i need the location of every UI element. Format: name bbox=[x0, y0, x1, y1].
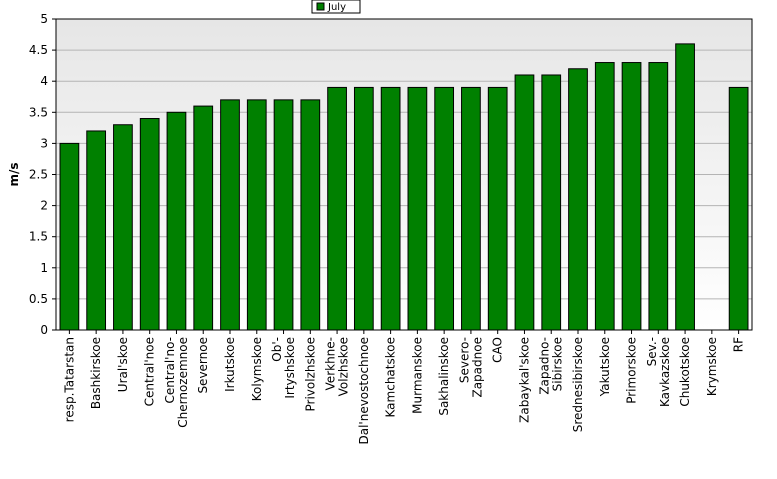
x-tick-label: Krymskoe bbox=[705, 337, 719, 396]
x-tick-label: Dal'nevostochnoe bbox=[357, 337, 371, 445]
x-tick-label: RF bbox=[732, 337, 746, 352]
x-tick-label: Yakutskoe bbox=[598, 337, 612, 397]
y-axis-label: m/s bbox=[7, 162, 21, 186]
x-tick-label: Murmanskoe bbox=[410, 337, 424, 414]
bar bbox=[434, 86, 455, 331]
x-tick-label: Zabaykal'skoe bbox=[517, 337, 531, 423]
x-tick-label: resp.Tatarstan bbox=[62, 337, 76, 422]
bar bbox=[487, 86, 508, 331]
y-tick-labels: 0 0.5 1 1.5 2 2.5 3 3.5 4 4.5 5 bbox=[29, 12, 56, 337]
x-tick-label: Chernozemnoe bbox=[176, 337, 190, 428]
x-tick-label: Privolzhskoe bbox=[303, 337, 317, 411]
bar bbox=[300, 99, 321, 331]
x-tick-label: Kamchatskoe bbox=[384, 337, 398, 417]
bar bbox=[541, 74, 562, 331]
bar bbox=[113, 124, 133, 331]
bar bbox=[86, 130, 107, 331]
x-tick-label: Irtyshskoe bbox=[283, 337, 297, 399]
y-tick-label: 1.5 bbox=[29, 230, 48, 244]
bar bbox=[621, 62, 642, 331]
x-tick-label: Verkhne- bbox=[324, 337, 338, 390]
bars bbox=[59, 43, 749, 331]
y-tick-label: 5 bbox=[40, 12, 48, 26]
x-tick-label: Kolymskoe bbox=[250, 337, 264, 401]
bar bbox=[59, 142, 80, 331]
x-tick-label: Severnoe bbox=[196, 337, 210, 394]
bar bbox=[461, 86, 481, 331]
x-tick-label: Chukotskoe bbox=[678, 337, 692, 407]
x-tick-label: Volzhskoe bbox=[337, 337, 351, 396]
bar bbox=[193, 105, 214, 331]
x-tick-label: Zapadno- bbox=[538, 337, 552, 395]
legend-label: July bbox=[327, 2, 346, 13]
bar bbox=[380, 86, 401, 331]
x-tick-label: Srednesibirskoe bbox=[571, 337, 585, 432]
x-tick-label: Sev.- bbox=[645, 337, 659, 366]
x-tick-label: Zapadnoe bbox=[470, 337, 484, 398]
y-tick-label: 1 bbox=[40, 261, 48, 275]
bar bbox=[166, 111, 187, 331]
bar bbox=[407, 86, 428, 331]
x-tick-label: CAO bbox=[491, 337, 505, 363]
y-tick-label: 2 bbox=[40, 199, 48, 213]
bar bbox=[220, 99, 240, 331]
bar bbox=[568, 68, 588, 331]
x-tick-label: Bashkirskoe bbox=[89, 337, 103, 409]
legend: July bbox=[311, 0, 361, 14]
y-tick-label: 3 bbox=[40, 136, 48, 150]
bar bbox=[675, 43, 695, 331]
bar bbox=[353, 86, 374, 331]
x-tick-label: Irkutskoe bbox=[223, 337, 237, 392]
y-tick-label: 3.5 bbox=[29, 105, 48, 119]
bar bbox=[273, 99, 294, 331]
bar bbox=[594, 62, 615, 331]
bar bbox=[327, 86, 347, 331]
y-tick-label: 0.5 bbox=[29, 292, 48, 306]
y-tick-label: 4 bbox=[40, 74, 48, 88]
x-tick-label: Kavkazskoe bbox=[658, 337, 672, 407]
y-tick-label: 2.5 bbox=[29, 168, 48, 182]
bar bbox=[139, 118, 160, 331]
x-tick-label: Severo- bbox=[457, 337, 471, 383]
x-tick-label: Primorskoe bbox=[625, 337, 639, 404]
x-tick-label: Sakhalinskoe bbox=[437, 337, 451, 416]
bar bbox=[246, 99, 267, 331]
x-tick-label: Central'noe bbox=[143, 337, 157, 406]
bar bbox=[728, 86, 749, 331]
bar bbox=[514, 74, 535, 331]
y-tick-label: 4.5 bbox=[29, 43, 48, 57]
legend-swatch bbox=[316, 2, 325, 11]
y-tick-label: 0 bbox=[40, 323, 48, 337]
x-tick-label: Ob'- bbox=[270, 337, 284, 362]
x-tick-labels: resp.Tatarstan Bashkirskoe Ural'skoe Centra… bbox=[62, 330, 746, 445]
x-tick-label: Sibirskoe bbox=[551, 337, 565, 391]
bar bbox=[648, 62, 669, 331]
x-tick-label: Central'no- bbox=[163, 337, 177, 404]
x-tick-label: Ural'skoe bbox=[116, 337, 130, 392]
